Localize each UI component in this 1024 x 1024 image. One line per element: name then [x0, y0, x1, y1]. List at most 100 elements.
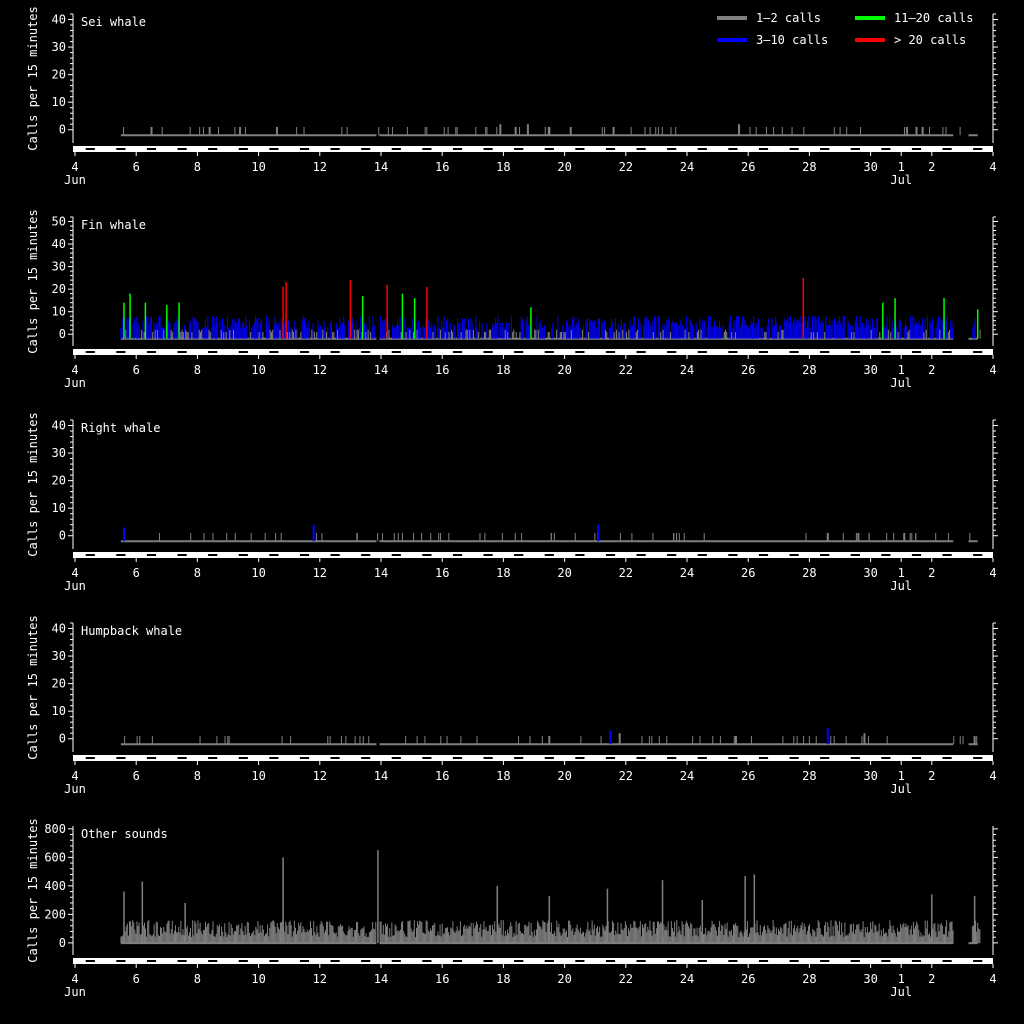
bar: [800, 322, 802, 339]
bar: [284, 931, 286, 944]
bar: [360, 929, 362, 944]
bar: [833, 126, 835, 136]
bar: [931, 318, 933, 339]
bar: [833, 936, 835, 944]
night-marker: [146, 351, 157, 353]
bar: [534, 329, 536, 339]
bar: [636, 329, 638, 339]
bar: [692, 936, 694, 944]
bar: [209, 933, 211, 944]
bar: [877, 930, 879, 944]
bar: [687, 327, 689, 339]
night-marker: [881, 148, 891, 150]
bar: [846, 126, 848, 136]
x-tick-label: 6: [133, 566, 140, 580]
bar: [663, 924, 665, 944]
bar: [373, 325, 375, 339]
bar: [306, 929, 308, 944]
bar: [472, 329, 474, 339]
bar: [493, 929, 495, 944]
bar: [244, 327, 246, 339]
bar: [258, 331, 260, 339]
night-marker: [942, 960, 952, 962]
night-marker: [269, 148, 279, 150]
bar: [397, 318, 399, 339]
bar: [273, 921, 275, 944]
bar: [649, 126, 651, 136]
bar: [940, 923, 942, 944]
bar: [195, 923, 197, 944]
bar: [945, 126, 947, 136]
bar: [699, 318, 701, 339]
bar: [894, 933, 896, 944]
legend-label: 1–2 calls: [756, 11, 821, 25]
night-marker: [544, 757, 554, 759]
bar: [818, 316, 820, 339]
bar: [459, 322, 461, 339]
bar: [861, 929, 863, 944]
bar: [327, 735, 329, 745]
bar: [193, 935, 195, 944]
bar: [298, 922, 300, 944]
bar: [852, 325, 854, 339]
x-tick-label: 18: [496, 769, 510, 783]
bar: [219, 320, 221, 339]
bar: [683, 532, 685, 542]
bar: [886, 735, 888, 745]
y-axis-label: Calls per 15 minutes: [26, 412, 40, 557]
bar: [330, 320, 332, 339]
night-marker: [146, 757, 157, 759]
bar: [429, 928, 431, 944]
night-marker: [177, 148, 187, 150]
bar: [814, 931, 816, 944]
bar: [316, 926, 318, 944]
bar: [494, 318, 496, 339]
x-tick-label: 1: [898, 363, 905, 377]
month-label: Jul: [890, 985, 912, 999]
bar: [322, 925, 324, 944]
bar: [151, 316, 152, 339]
bar: [718, 320, 720, 339]
bar: [535, 929, 537, 944]
bar: [332, 331, 334, 339]
x-tick-label: 12: [313, 972, 327, 986]
bar: [126, 923, 128, 944]
x-tick-label: 8: [194, 363, 201, 377]
bar: [744, 875, 746, 944]
bar: [616, 329, 618, 339]
bar: [547, 126, 549, 136]
bar: [220, 329, 222, 339]
bar: [914, 928, 916, 944]
bar: [650, 325, 652, 339]
bar: [606, 331, 608, 339]
bar: [666, 930, 668, 944]
bar: [675, 936, 677, 944]
bar: [889, 316, 891, 339]
bar: [700, 329, 702, 339]
bar: [317, 320, 319, 339]
x-tick-label: 4: [989, 363, 996, 377]
bar: [577, 929, 579, 944]
bar: [864, 927, 866, 944]
bar: [251, 327, 253, 339]
bar: [589, 318, 591, 339]
bar: [579, 927, 581, 944]
bar: [239, 318, 241, 339]
bar: [842, 316, 844, 339]
bar: [379, 316, 381, 339]
bar: [912, 316, 914, 339]
bar: [863, 325, 865, 339]
bar: [673, 532, 675, 542]
bar: [584, 936, 586, 944]
x-tick-label: 1: [898, 566, 905, 580]
bar: [516, 934, 518, 944]
night-marker: [208, 148, 218, 150]
bar: [860, 932, 862, 944]
bar: [619, 325, 621, 339]
bar: [962, 735, 964, 745]
bar: [875, 318, 877, 339]
bar: [704, 933, 706, 944]
bar: [301, 932, 303, 944]
bar: [440, 936, 442, 944]
bar: [202, 930, 204, 944]
